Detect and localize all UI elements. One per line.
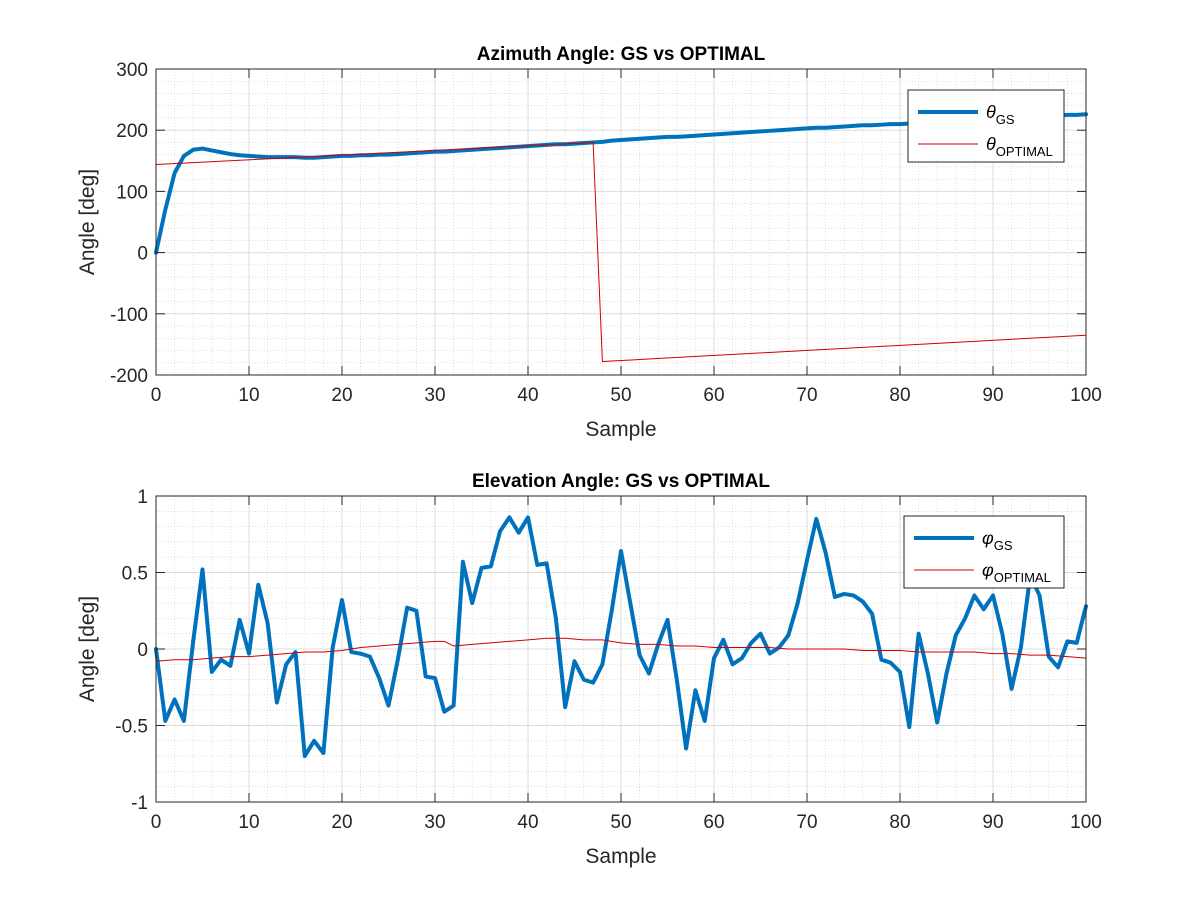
y-tick-label: 0 bbox=[137, 244, 148, 265]
series-line-gs bbox=[154, 515, 1088, 759]
x-tick-label: 60 bbox=[703, 385, 724, 406]
legend-label: φGS bbox=[982, 528, 1013, 553]
legend-box bbox=[907, 89, 1065, 163]
legend-label: θGS bbox=[986, 102, 1015, 127]
y-tick-label: 1 bbox=[137, 487, 148, 508]
x-tick-label: 40 bbox=[517, 812, 538, 833]
elevation-chart: 0 10 20 30 40 50 60 70 80 90 100 -1 -0.5 0 0.5 1 Elevati… bbox=[76, 471, 1102, 868]
x-tick-label: 0 bbox=[151, 812, 162, 833]
x-tick-label: 60 bbox=[703, 812, 724, 833]
x-tick-label: 90 bbox=[982, 385, 1003, 406]
y-tick-label: -200 bbox=[110, 366, 148, 387]
x-tick-label: 100 bbox=[1070, 385, 1102, 406]
x-tick-label: 70 bbox=[796, 812, 817, 833]
y-tick-label: 200 bbox=[116, 121, 148, 142]
x-tick-label: 50 bbox=[610, 385, 631, 406]
x-tick-label: 30 bbox=[424, 812, 445, 833]
x-tick-label: 80 bbox=[889, 385, 910, 406]
grid bbox=[155, 68, 1087, 376]
legend: θGS θOPTIMAL bbox=[907, 89, 1065, 163]
x-tick-label: 30 bbox=[424, 385, 445, 406]
y-tick-label: -100 bbox=[110, 305, 148, 326]
legend-label: θOPTIMAL bbox=[986, 134, 1053, 159]
x-axis-label: Sample bbox=[585, 845, 656, 868]
series-line-optimal bbox=[155, 637, 1087, 662]
chart-title: Elevation Angle: GS vs OPTIMAL bbox=[472, 471, 770, 492]
series-line-optimal bbox=[155, 141, 1087, 363]
legend: φGS φOPTIMAL bbox=[903, 515, 1065, 589]
chart-title: Azimuth Angle: GS vs OPTIMAL bbox=[477, 44, 766, 65]
y-tick-label: -0.5 bbox=[115, 717, 148, 738]
y-tick-label: 0 bbox=[137, 640, 148, 661]
x-tick-label: 20 bbox=[331, 812, 352, 833]
x-tick-label: 90 bbox=[982, 812, 1003, 833]
x-tick-label: 0 bbox=[151, 385, 162, 406]
y-axis-label: Angle [deg] bbox=[76, 169, 99, 275]
legend-box bbox=[903, 515, 1065, 589]
y-axis-label: Angle [deg] bbox=[76, 596, 99, 702]
x-tick-label: 100 bbox=[1070, 812, 1102, 833]
x-tick-label: 40 bbox=[517, 385, 538, 406]
y-tick-label: 300 bbox=[116, 60, 148, 81]
azimuth-chart: 0 10 20 30 40 50 60 70 80 90 100 -200 -100 0 100 200 300… bbox=[76, 44, 1102, 441]
x-tick-label: 80 bbox=[889, 812, 910, 833]
x-tick-label: 20 bbox=[331, 385, 352, 406]
legend-label: φOPTIMAL bbox=[982, 560, 1051, 585]
x-tick-label: 50 bbox=[610, 812, 631, 833]
x-tick-label: 70 bbox=[796, 385, 817, 406]
x-tick-label: 10 bbox=[238, 385, 259, 406]
y-tick-label: -1 bbox=[131, 793, 148, 814]
x-tick-label: 10 bbox=[238, 812, 259, 833]
y-tick-label: 0.5 bbox=[122, 564, 148, 585]
x-axis-label: Sample bbox=[585, 418, 656, 441]
y-tick-label: 100 bbox=[116, 182, 148, 203]
